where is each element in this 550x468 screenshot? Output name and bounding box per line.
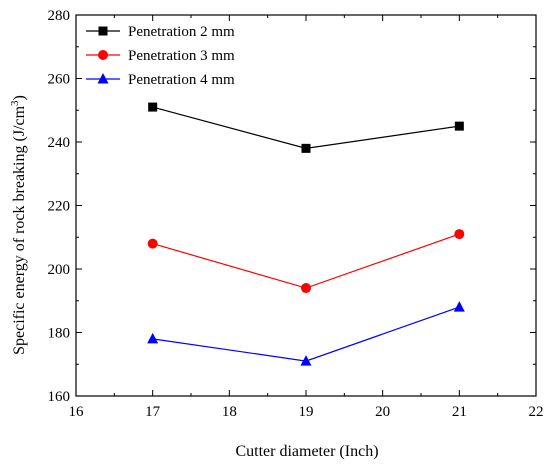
y-axis-label-superscript: 3	[9, 100, 21, 106]
data-point	[453, 301, 465, 312]
x-tick-label: 17	[145, 404, 161, 420]
y-tick-label: 240	[48, 135, 71, 151]
data-point	[147, 332, 159, 344]
x-axis-label: Cutter diameter (Inch)	[235, 443, 378, 460]
data-point	[147, 238, 158, 249]
data-point	[454, 121, 464, 131]
y-tick-label: 260	[48, 72, 71, 88]
y-tick-label: 280	[48, 8, 71, 24]
data-point	[301, 143, 311, 153]
x-tick-label: 21	[452, 404, 467, 420]
legend-label: Penetration 2 mm	[128, 24, 235, 40]
legend: Penetration 2 mm Penetration 3 mm Penetrat…	[86, 24, 235, 88]
x-tick-label: 18	[222, 404, 237, 420]
data-point	[301, 283, 311, 294]
series-line	[152, 106, 460, 149]
y-tick-label: 220	[48, 199, 71, 215]
legend-item: Penetration 4 mm	[86, 72, 235, 88]
x-axis: 16 17 18 19 20 21 22	[69, 15, 544, 420]
y-axis: 160 180 200 220 240 260 280	[48, 8, 536, 405]
legend-label: Penetration 3 mm	[128, 48, 235, 64]
x-tick-label: 20	[375, 404, 390, 420]
y-axis-label-close: )	[11, 95, 28, 100]
x-tick-label: 19	[299, 404, 314, 420]
legend-marker	[97, 73, 109, 84]
series-line	[152, 306, 460, 362]
y-tick-label: 180	[48, 326, 71, 342]
series-2	[147, 229, 465, 294]
x-tick-label: 16	[69, 404, 85, 420]
y-tick-label: 200	[48, 262, 71, 278]
series-layer	[147, 102, 465, 366]
data-point	[148, 102, 158, 112]
y-tick-label: 160	[48, 389, 71, 405]
legend-marker	[98, 50, 108, 60]
data-point	[454, 229, 465, 240]
data-point	[300, 355, 312, 366]
legend-item: Penetration 2 mm	[86, 24, 235, 40]
series-1	[148, 102, 464, 153]
y-axis-label-main: Specific energy of rock breaking (J/cm	[11, 105, 28, 355]
series-line	[152, 233, 460, 289]
legend-item: Penetration 3 mm	[86, 48, 235, 64]
legend-marker	[98, 26, 108, 36]
series-3	[147, 301, 465, 366]
x-tick-label: 22	[529, 404, 544, 420]
legend-label: Penetration 4 mm	[128, 72, 235, 88]
y-axis-label: Specific energy of rock breaking (J/cm3)	[9, 95, 28, 355]
